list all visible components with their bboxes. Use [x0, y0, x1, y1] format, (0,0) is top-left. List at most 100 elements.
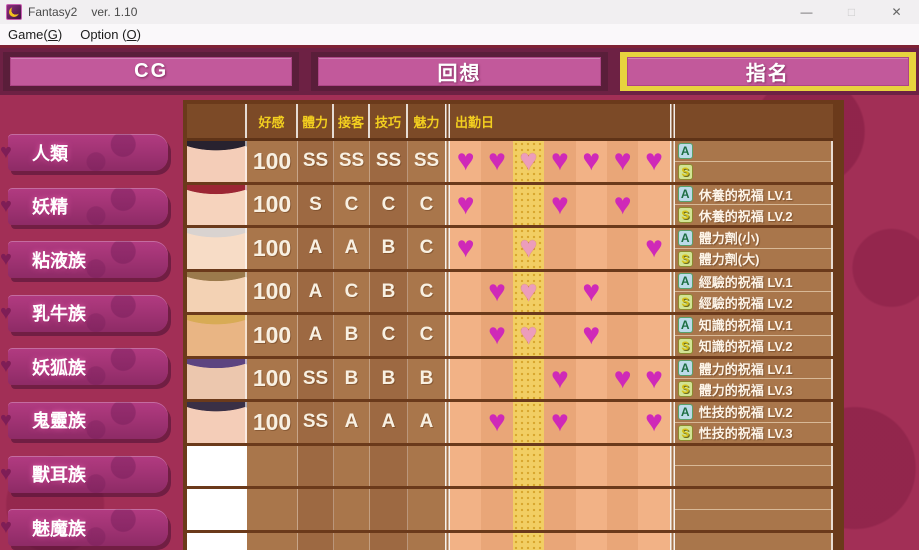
sidebar-item-race[interactable]: 鬼靈族	[0, 401, 168, 439]
day-cell[interactable]: ♥	[450, 141, 482, 182]
day-cell[interactable]: ♥	[512, 141, 545, 182]
day-cell[interactable]: ♥	[481, 402, 513, 443]
day-cell[interactable]	[638, 532, 670, 550]
sidebar-item-race[interactable]: 妖精	[0, 187, 168, 225]
day-cell[interactable]	[606, 315, 639, 356]
day-cell[interactable]	[575, 532, 607, 550]
day-cell[interactable]	[450, 489, 482, 530]
table-row[interactable]: 100 A C B C ♥ ♥ ♥ A 經驗的祝福 LV.1 S 經驗的祝福 LV.2	[187, 271, 833, 315]
day-cell[interactable]	[481, 358, 513, 399]
table-row[interactable]: 100 A B C C ♥ ♥ ♥ A 知識的祝福 LV.1 S 知識的祝福 LV.2	[187, 315, 833, 359]
day-cell[interactable]	[606, 271, 639, 312]
table-row[interactable]: 100 A A B C ♥ ♥ ♥ A 體力劑(小) S 體力劑(大)	[187, 228, 833, 272]
day-cell[interactable]	[575, 402, 607, 443]
character-portrait[interactable]	[187, 315, 247, 356]
tab-cg[interactable]: CG	[3, 52, 300, 91]
day-cell[interactable]: ♥	[575, 141, 607, 182]
day-cell[interactable]: ♥	[638, 402, 670, 443]
day-cell[interactable]: ♥	[450, 184, 482, 225]
day-cell[interactable]	[606, 228, 639, 269]
day-cell[interactable]	[575, 489, 607, 530]
day-cell[interactable]	[544, 228, 576, 269]
day-cell[interactable]	[544, 315, 576, 356]
day-cell[interactable]	[544, 445, 576, 486]
day-cell[interactable]: ♥	[638, 228, 670, 269]
day-cell[interactable]: ♥	[450, 228, 482, 269]
character-portrait[interactable]	[187, 184, 247, 225]
day-cell[interactable]: ♥	[575, 271, 607, 312]
day-cell[interactable]	[481, 489, 513, 530]
sidebar-item-race[interactable]: 粘液族	[0, 241, 168, 279]
table-row[interactable]: 100 SS SS SS SS ♥ ♥ ♥ ♥ ♥ ♥ ♥ A S	[187, 141, 833, 185]
sidebar-item-race[interactable]: 魅魔族	[0, 509, 168, 547]
day-cell[interactable]: ♥	[512, 228, 545, 269]
day-cell[interactable]: ♥	[544, 358, 576, 399]
day-cell[interactable]	[575, 445, 607, 486]
day-cell[interactable]: ♥	[512, 271, 545, 312]
day-cell[interactable]	[606, 402, 639, 443]
sidebar-item-race[interactable]: 獸耳族	[0, 455, 168, 493]
day-cell[interactable]	[450, 315, 482, 356]
day-cell[interactable]: ♥	[638, 358, 670, 399]
day-cell[interactable]	[450, 445, 482, 486]
day-cell[interactable]: ♥	[638, 141, 670, 182]
day-cell[interactable]	[606, 532, 639, 550]
character-portrait[interactable]	[187, 141, 247, 182]
day-cell[interactable]	[544, 271, 576, 312]
day-cell[interactable]	[512, 445, 545, 486]
day-cell[interactable]	[481, 184, 513, 225]
sidebar-item-race[interactable]: 妖狐族	[0, 348, 168, 386]
day-cell[interactable]	[450, 358, 482, 399]
minimize-button[interactable]: —	[800, 5, 813, 19]
day-cell[interactable]	[544, 489, 576, 530]
day-cell[interactable]: ♥	[481, 315, 513, 356]
menu-item-option[interactable]: Option (O)	[80, 27, 141, 42]
day-cell[interactable]	[512, 184, 545, 225]
day-cell[interactable]	[575, 184, 607, 225]
day-cell[interactable]: ♥	[481, 141, 513, 182]
day-cell[interactable]	[606, 445, 639, 486]
day-cell[interactable]: ♥	[544, 402, 576, 443]
day-cell[interactable]: ♥	[512, 315, 545, 356]
day-cell[interactable]	[638, 184, 670, 225]
table-row[interactable]: 100 SS B B B ♥ ♥ ♥ A 體力的祝福 LV.1 S 體力的祝福 LV.3	[187, 358, 833, 402]
day-cell[interactable]: ♥	[544, 184, 576, 225]
table-row[interactable]: 100 SS A A A ♥ ♥ ♥ A 性技的祝福 LV.2 S 性技的祝福 LV.3	[187, 402, 833, 446]
character-portrait[interactable]	[187, 228, 247, 269]
table-row[interactable]: 100 S C C C ♥ ♥ ♥ A 休養的祝福 LV.1 S 休養的祝福 LV.2	[187, 184, 833, 228]
day-cell[interactable]	[481, 228, 513, 269]
day-cell[interactable]: ♥	[606, 184, 639, 225]
sidebar-item-race[interactable]: 乳牛族	[0, 294, 168, 332]
character-portrait[interactable]	[187, 358, 247, 399]
day-cell[interactable]	[481, 532, 513, 550]
tab-nominate[interactable]: 指名	[619, 52, 916, 91]
day-cell[interactable]	[606, 489, 639, 530]
day-cell[interactable]: ♥	[606, 141, 639, 182]
day-cell[interactable]	[450, 402, 482, 443]
day-cell[interactable]: ♥	[544, 141, 576, 182]
day-cell[interactable]	[450, 532, 482, 550]
menu-item-game[interactable]: Game(G)	[8, 27, 62, 42]
day-cell[interactable]	[575, 358, 607, 399]
day-cell[interactable]	[544, 532, 576, 550]
sidebar-item-race[interactable]: 人類	[0, 134, 168, 171]
day-cell[interactable]	[638, 315, 670, 356]
day-cell[interactable]	[512, 489, 545, 530]
day-cell[interactable]	[450, 271, 482, 312]
day-cell[interactable]	[638, 489, 670, 530]
day-cell[interactable]	[638, 445, 670, 486]
day-cell[interactable]: ♥	[575, 315, 607, 356]
day-cell[interactable]	[512, 358, 545, 399]
day-cell[interactable]: ♥	[481, 271, 513, 312]
character-portrait[interactable]	[187, 402, 247, 443]
day-cell[interactable]	[481, 445, 513, 486]
character-portrait[interactable]	[187, 271, 247, 312]
day-cell[interactable]: ♥	[606, 358, 639, 399]
day-cell[interactable]	[512, 532, 545, 550]
day-cell[interactable]	[638, 271, 670, 312]
close-button[interactable]: ✕	[891, 5, 902, 19]
column-divider	[445, 315, 450, 356]
day-cell[interactable]	[512, 402, 545, 443]
day-cell[interactable]	[575, 228, 607, 269]
tab-recall[interactable]: 回想	[311, 52, 608, 91]
